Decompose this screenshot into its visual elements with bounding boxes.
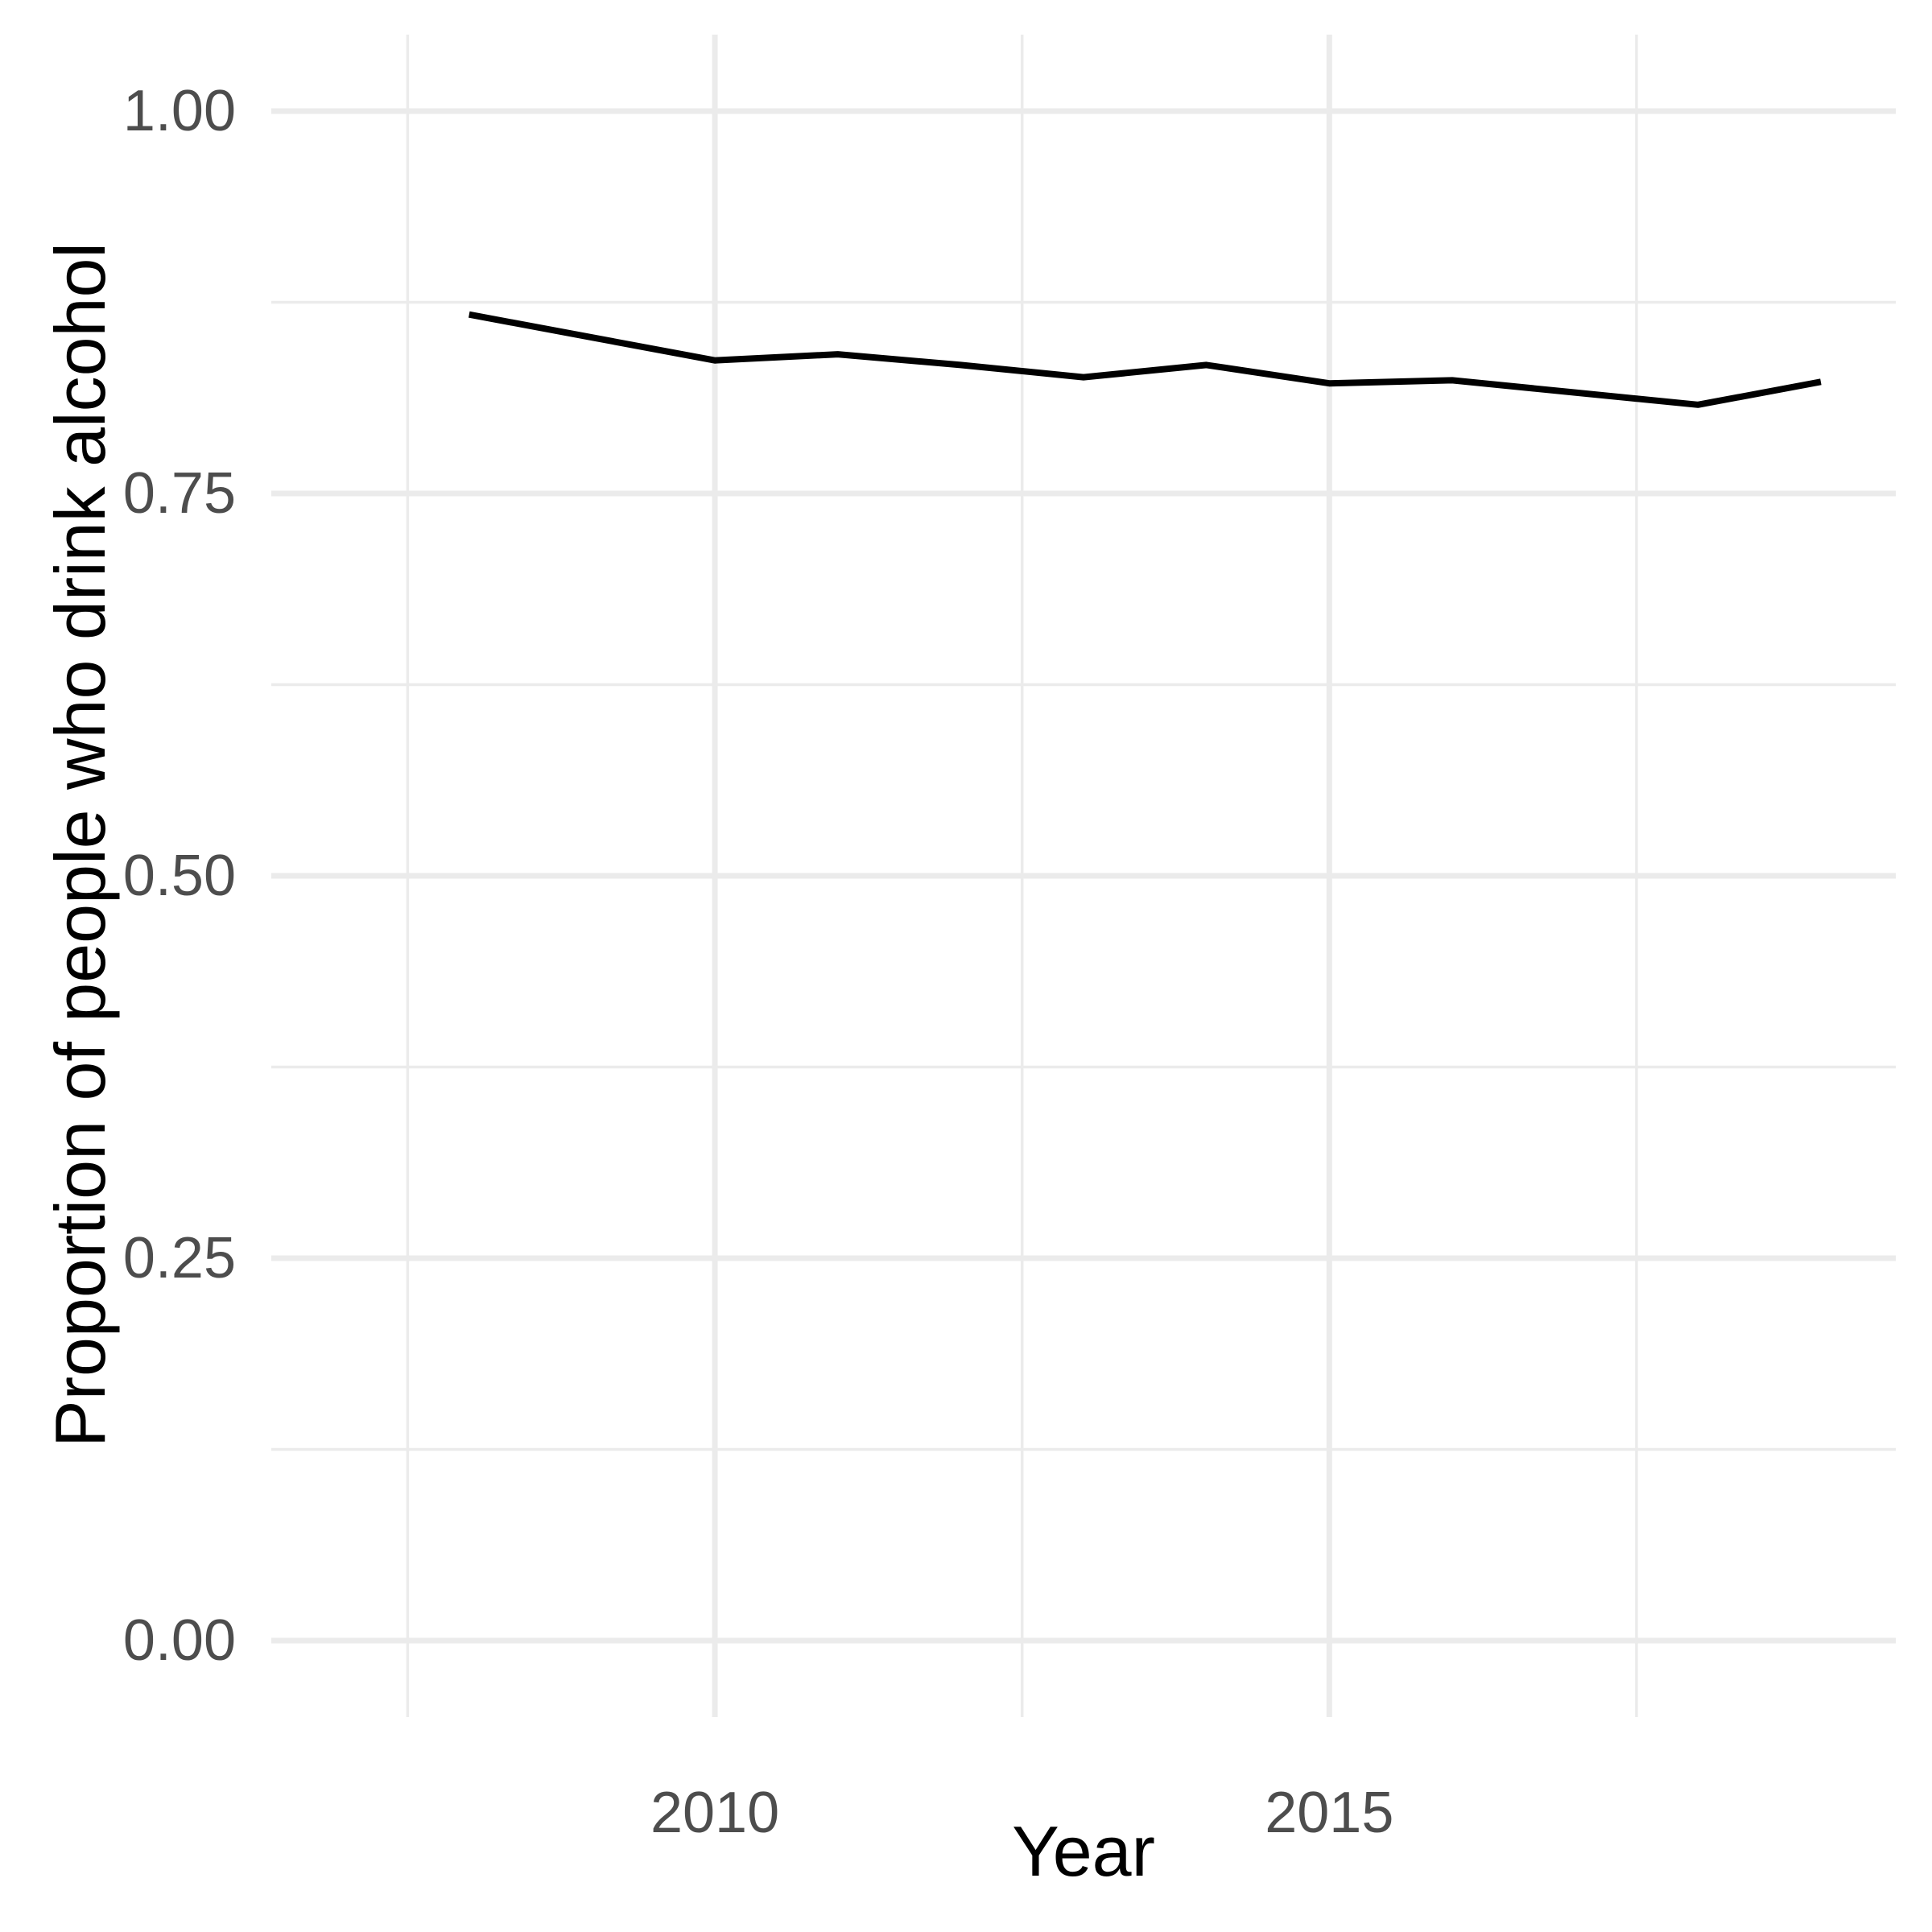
y-tick-label: 0.50 [122,844,236,908]
grid-major-lines [271,35,1896,1717]
x-axis-title: Year [1012,1811,1155,1891]
y-tick-label: 1.00 [122,79,236,143]
data-line [469,311,1822,408]
data-line-series [469,311,1822,408]
y-tick-label: 0.00 [122,1608,236,1673]
y-axis-title: Proportion of people who drink alcohol [40,242,120,1448]
y-tick-label: 0.75 [122,461,236,526]
y-tick-label: 0.25 [122,1226,236,1290]
x-tick-label: 2015 [1265,1781,1394,1845]
x-tick-label: 2010 [650,1781,780,1845]
